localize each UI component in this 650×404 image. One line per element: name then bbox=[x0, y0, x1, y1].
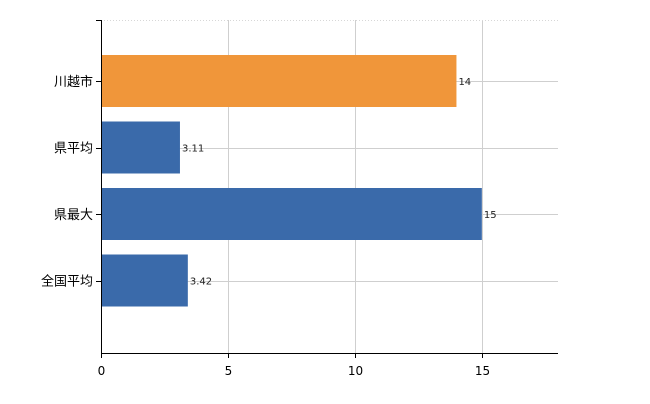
data-label: 15 bbox=[484, 210, 497, 221]
bar bbox=[101, 188, 482, 240]
bar bbox=[101, 254, 188, 307]
category-label: 全国平均 bbox=[41, 274, 93, 290]
data-label: 3.42 bbox=[190, 277, 212, 288]
axis-layer bbox=[96, 20, 558, 358]
x-tick-label: 0 bbox=[98, 364, 106, 378]
x-tick-label: 5 bbox=[225, 364, 233, 378]
bar-layer bbox=[101, 55, 482, 307]
x-tick-label: 10 bbox=[348, 364, 363, 378]
category-label: 県平均 bbox=[54, 142, 93, 157]
bar bbox=[101, 121, 180, 174]
category-label: 川越市 bbox=[54, 74, 93, 90]
x-tick-label: 15 bbox=[475, 364, 490, 378]
bar bbox=[101, 55, 457, 107]
data-label: 14 bbox=[458, 77, 471, 88]
data-label: 3.11 bbox=[182, 144, 204, 155]
category-label: 県最大 bbox=[54, 208, 93, 223]
